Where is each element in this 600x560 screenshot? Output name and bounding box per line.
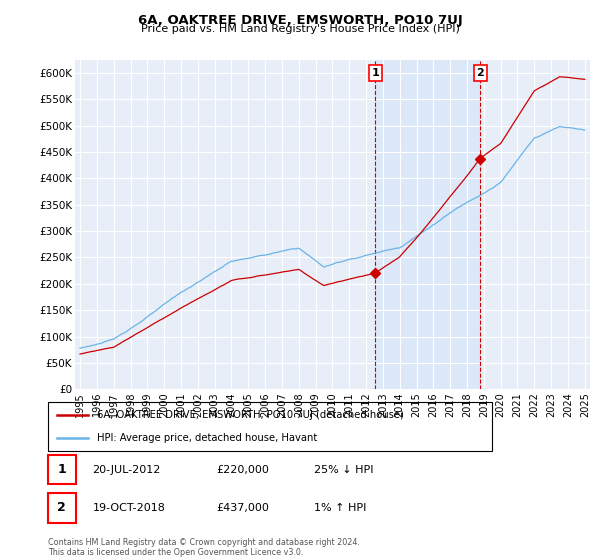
Text: 20-JUL-2012: 20-JUL-2012 xyxy=(92,465,161,475)
Text: Contains HM Land Registry data © Crown copyright and database right 2024.
This d: Contains HM Land Registry data © Crown c… xyxy=(48,538,360,557)
Bar xyxy=(375,60,481,389)
Text: 6A, OAKTREE DRIVE, EMSWORTH, PO10 7UJ: 6A, OAKTREE DRIVE, EMSWORTH, PO10 7UJ xyxy=(137,14,463,27)
Text: 1: 1 xyxy=(371,68,379,78)
Bar xyxy=(48,493,76,522)
Text: 1: 1 xyxy=(58,463,66,477)
Bar xyxy=(48,455,76,484)
Text: 1% ↑ HPI: 1% ↑ HPI xyxy=(314,503,367,513)
Text: £437,000: £437,000 xyxy=(217,503,269,513)
Text: 19-OCT-2018: 19-OCT-2018 xyxy=(92,503,165,513)
Text: HPI: Average price, detached house, Havant: HPI: Average price, detached house, Hava… xyxy=(97,433,317,443)
Text: Price paid vs. HM Land Registry's House Price Index (HPI): Price paid vs. HM Land Registry's House … xyxy=(140,24,460,34)
Text: £220,000: £220,000 xyxy=(217,465,269,475)
Text: 25% ↓ HPI: 25% ↓ HPI xyxy=(314,465,374,475)
Text: 6A, OAKTREE DRIVE, EMSWORTH, PO10 7UJ (detached house): 6A, OAKTREE DRIVE, EMSWORTH, PO10 7UJ (d… xyxy=(97,410,404,421)
Text: 2: 2 xyxy=(476,68,484,78)
Text: 2: 2 xyxy=(58,501,66,515)
